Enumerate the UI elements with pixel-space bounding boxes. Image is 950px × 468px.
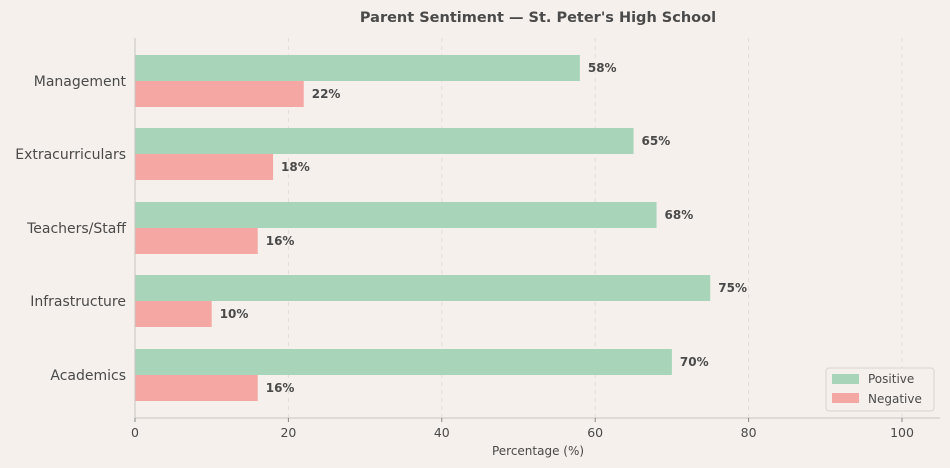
chart-title: Parent Sentiment — St. Peter's High Scho… [360,10,716,26]
category-label: Management [34,74,127,90]
category-label: Extracurriculars [15,147,126,163]
data-label: 68% [665,208,694,222]
data-label: 58% [588,61,617,75]
category-label: Teachers/Staff [26,221,126,237]
x-tick-label: 0 [131,425,139,440]
category-labels: Management Extracurriculars Teachers/Staff… [15,74,126,384]
bars: 58% 22% 65% 18% 68% 16% 75% 10% 70% 16% [135,55,747,401]
data-label: 16% [266,381,295,395]
legend-swatch-positive [832,374,859,384]
x-axis-label: Percentage (%) [492,444,584,458]
data-label: 22% [312,87,341,101]
category-label: Infrastructure [30,294,126,310]
axes [134,38,940,419]
bar-positive [135,275,711,301]
x-ticks: 0 20 40 60 80 100 [131,418,914,440]
x-tick-label: 20 [280,425,296,440]
category-label: Academics [50,368,126,384]
data-label: 16% [266,234,295,248]
bar-positive [135,55,580,81]
legend-label-negative: Negative [868,392,922,406]
bar-negative [135,228,258,254]
data-label: 70% [680,355,709,369]
bar-positive [135,202,657,228]
x-tick-label: 100 [890,425,914,440]
bar-negative [135,301,212,327]
bar-negative [135,375,258,401]
data-label: 10% [220,307,249,321]
legend-label-positive: Positive [868,372,914,386]
legend-swatch-negative [832,393,859,403]
legend: Positive Negative [825,367,935,412]
x-tick-label: 60 [587,425,603,440]
bar-positive [135,349,672,375]
data-label: 75% [718,281,747,295]
data-label: 18% [281,160,310,174]
data-label: 65% [642,134,671,148]
x-tick-label: 40 [434,425,450,440]
x-tick-label: 80 [741,425,757,440]
bar-negative [135,81,304,107]
bar-negative [135,154,274,180]
bar-positive [135,128,634,154]
